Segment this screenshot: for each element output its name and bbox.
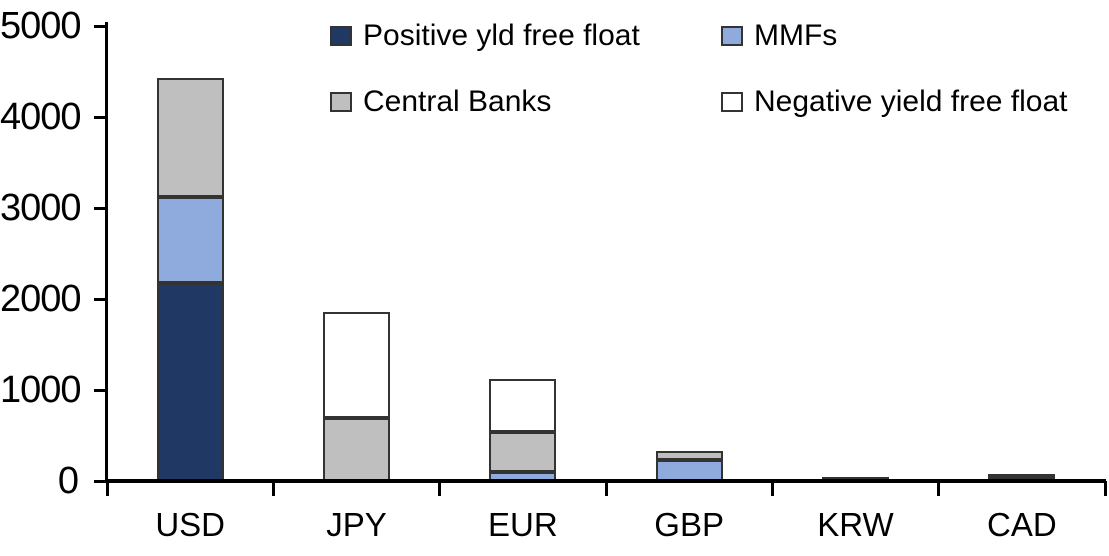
y-axis-tick — [94, 24, 105, 28]
x-axis-tick — [770, 481, 774, 496]
legend-item-central-banks: Central Banks — [330, 82, 551, 122]
y-axis-tick-label: 4000 — [0, 96, 82, 138]
bar-segment-gbp-mmfs — [655, 460, 723, 481]
bar-segment-cad-central-banks — [988, 474, 1056, 479]
legend-swatch-mmfs — [721, 26, 743, 46]
bar-segment-jpy-central-banks — [323, 418, 390, 481]
y-axis-tick-label: 1000 — [0, 369, 82, 411]
x-axis-tick — [937, 481, 941, 496]
y-axis-line — [105, 22, 108, 483]
legend-label-positive-yld-free-float: Positive yld free float — [363, 19, 640, 52]
bar-segment-eur-negative-yield-free-float — [489, 379, 557, 432]
x-axis-tick — [604, 481, 608, 496]
legend-label-negative-yield-free-float: Negative yield free float — [754, 85, 1068, 118]
x-axis-category-label-krw: KRW — [817, 506, 894, 543]
x-axis-category-label-cad: CAD — [986, 506, 1057, 543]
legend-item-positive-yld-free-float: Positive yld free float — [330, 16, 640, 56]
legend-item-mmfs: MMFs — [721, 16, 837, 56]
y-axis-tick-label: 0 — [57, 460, 79, 502]
y-axis-tick — [94, 206, 105, 210]
x-axis-tick — [1103, 481, 1107, 496]
bar-segment-usd-central-banks — [156, 77, 224, 198]
legend-swatch-positive-yld-free-float — [330, 26, 352, 46]
y-axis-tick — [94, 115, 105, 119]
legend-swatch-negative-yield-free-float — [721, 92, 743, 112]
legend-label-mmfs: MMFs — [754, 19, 838, 52]
bar-segment-eur-central-banks — [489, 431, 557, 472]
bar-segment-jpy-negative-yield-free-float — [323, 311, 390, 419]
x-axis-category-label-usd: USD — [155, 506, 225, 543]
y-axis-tick-label: 3000 — [0, 187, 82, 229]
y-axis-tick-label: 5000 — [0, 5, 82, 47]
legend-swatch-central-banks — [330, 92, 352, 112]
legend-item-negative-yield-free-float: Negative yield free float — [721, 82, 1068, 122]
y-axis-tick — [94, 388, 105, 392]
bar-segment-gbp-central-banks — [655, 450, 723, 461]
x-axis-category-label-eur: EUR — [487, 506, 558, 543]
y-axis-tick-label: 2000 — [0, 278, 82, 320]
legend-label-central-banks: Central Banks — [363, 85, 552, 118]
x-axis-tick — [105, 481, 109, 496]
y-axis-tick — [94, 479, 105, 483]
y-axis-tick — [94, 297, 105, 301]
bar-segment-usd-positive-yld-free-float — [156, 283, 224, 481]
x-axis-tick — [271, 481, 275, 496]
bar-segment-usd-mmfs — [156, 197, 224, 284]
x-axis-category-label-gbp: GBP — [654, 506, 724, 543]
x-axis-tick — [438, 481, 442, 496]
x-axis-category-label-jpy: JPY — [326, 506, 387, 543]
